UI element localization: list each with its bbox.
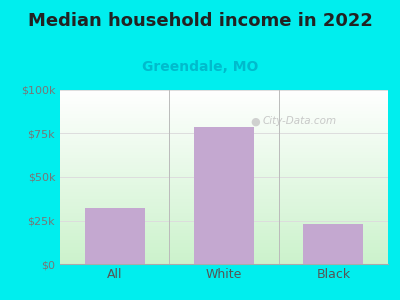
Text: City-Data.com: City-Data.com [262,116,336,126]
Bar [85,208,145,264]
Text: Median household income in 2022: Median household income in 2022 [28,12,372,30]
Bar [194,127,254,264]
Text: Greendale, MO: Greendale, MO [142,60,258,74]
Bar [303,224,364,264]
Text: ●: ● [250,116,260,126]
